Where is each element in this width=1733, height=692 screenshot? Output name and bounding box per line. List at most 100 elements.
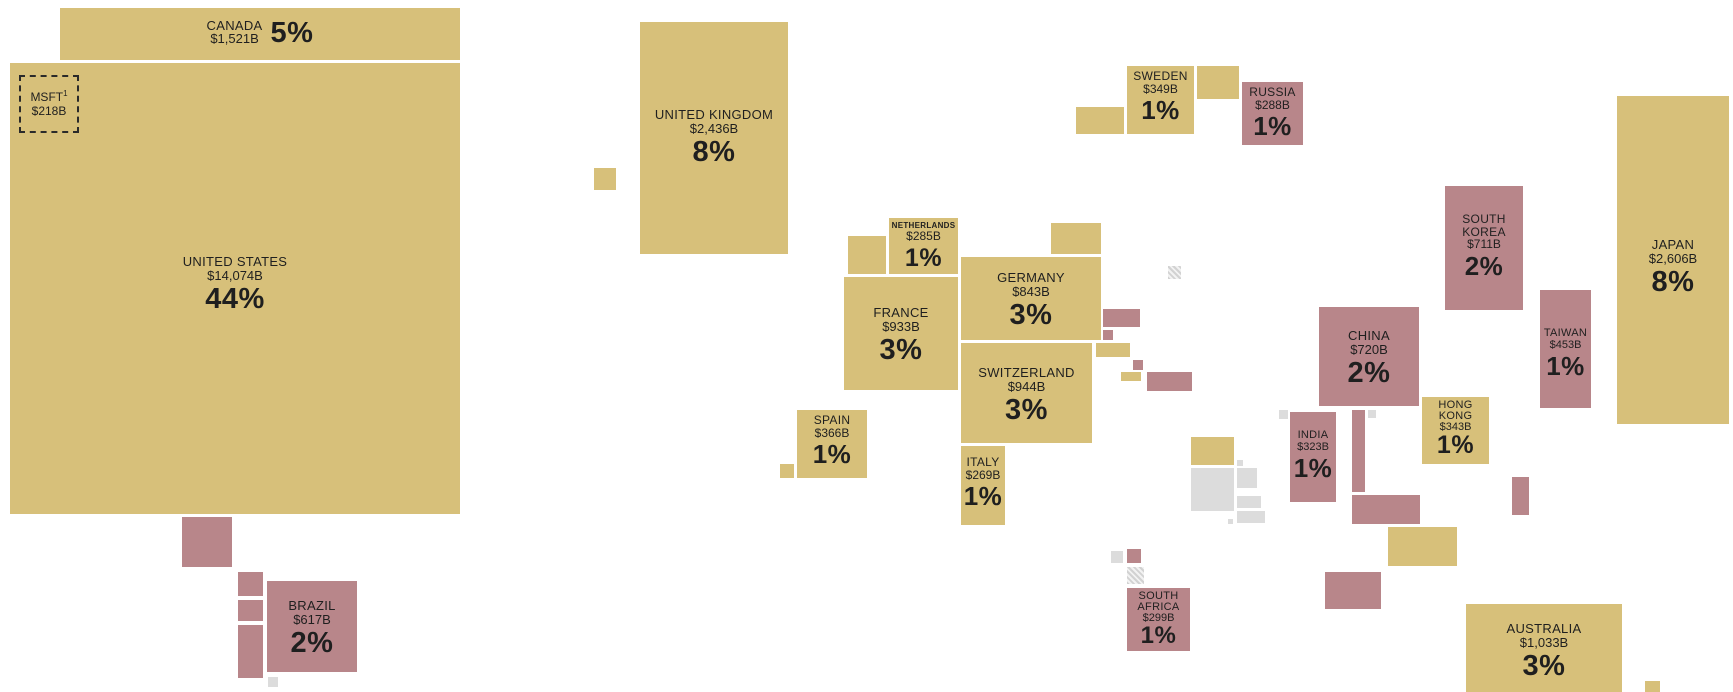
country-share: 2%: [1464, 250, 1504, 281]
country-philippines: [1512, 477, 1529, 515]
country-value: $453B: [1549, 338, 1582, 351]
country-share: 3%: [879, 334, 923, 367]
country-mexico: [182, 517, 232, 567]
country-belgium: [848, 236, 886, 274]
country-finland: [1197, 66, 1239, 99]
country-brazil: BRAZIL $617B 2%: [267, 581, 357, 672]
country-malaysia: [1352, 495, 1420, 524]
country-value: $366B: [814, 425, 850, 440]
country-share: 3%: [1009, 299, 1053, 332]
country-value: $933B: [882, 318, 920, 334]
country-gulf-4: [1237, 460, 1243, 466]
country-share: 1%: [1141, 95, 1180, 126]
country-share: 1%: [963, 481, 1003, 512]
country-value: $299B: [1142, 612, 1175, 624]
country-tiny-latam: [268, 677, 278, 687]
country-canada: CANADA $1,521B 5%: [60, 8, 460, 60]
country-small-latam-3: [238, 625, 263, 678]
country-italy: ITALY $269B 1%: [961, 446, 1005, 525]
country-austria: [1096, 343, 1130, 357]
country-small-latam-1: [238, 572, 263, 596]
country-ireland: [594, 168, 616, 190]
country-value: $269B: [965, 467, 1001, 482]
country-value: $2,436B: [689, 120, 739, 136]
country-share: 1%: [1436, 431, 1475, 459]
country-name: INDIA: [1297, 429, 1329, 441]
country-value: $14,074B: [207, 267, 263, 283]
country-taiwan: TAIWAN $453B 1%: [1540, 290, 1591, 408]
msft-label: MSFT: [30, 90, 64, 105]
country-name: CHINA: [1348, 328, 1390, 343]
country-name-line1: HONG: [1438, 399, 1473, 411]
country-share: 5%: [270, 17, 314, 49]
country-russia: RUSSIA $288B 1%: [1242, 82, 1303, 145]
msft-comparison-box: MSFT1 $218B: [19, 75, 79, 133]
country-netherlands: NETHERLANDS $285B 1%: [889, 218, 958, 274]
country-value: $843B: [1012, 283, 1050, 299]
country-name: SWITZERLAND: [978, 365, 1075, 380]
country-value: $617B: [293, 611, 331, 627]
country-indonesia: [1325, 572, 1381, 609]
country-africa-hatched: [1127, 567, 1144, 584]
country-name: AUSTRALIA: [1506, 621, 1582, 636]
country-name: TAIWAN: [1543, 327, 1588, 339]
country-united-kingdom: UNITED KINGDOM $2,436B 8%: [640, 22, 788, 254]
country-germany: GERMANY $843B 3%: [961, 257, 1101, 340]
country-share: 1%: [1140, 622, 1177, 649]
country-name-line2: KOREA: [1462, 224, 1506, 239]
country-name: FRANCE: [873, 305, 929, 320]
country-value: $285B: [906, 229, 941, 244]
country-name: SPAIN: [813, 413, 851, 427]
country-value: $720B: [1350, 341, 1388, 357]
country-asia-tiny-1: [1279, 410, 1288, 419]
country-gulf-5: [1228, 519, 1233, 524]
country-saudi-arabia: [1191, 468, 1234, 511]
country-turkey: [1147, 372, 1192, 391]
country-share: 8%: [692, 136, 736, 169]
country-denmark: [1051, 223, 1101, 254]
country-japan: JAPAN $2,606B 8%: [1617, 96, 1729, 424]
country-name-line2: AFRICA: [1137, 601, 1180, 613]
country-share: 8%: [1651, 266, 1695, 299]
country-australia: AUSTRALIA $1,033B 3%: [1466, 604, 1622, 692]
country-name: CANADA: [206, 17, 263, 33]
country-name: JAPAN: [1651, 237, 1695, 252]
country-china: CHINA $720B 2%: [1319, 307, 1419, 406]
country-value: $944B: [1007, 378, 1046, 394]
country-spain: SPAIN $366B 1%: [797, 410, 867, 478]
country-share: 1%: [1253, 111, 1292, 142]
country-israel: [1191, 437, 1234, 465]
country-small-ee-3: [1121, 372, 1141, 381]
country-name-line1: SOUTH: [1462, 212, 1506, 226]
country-france: FRANCE $933B 3%: [844, 277, 958, 390]
country-name-line2: KONG: [1438, 410, 1473, 422]
country-value: $343B: [1439, 421, 1472, 433]
country-south-korea: SOUTH KOREA $711B 2%: [1445, 186, 1523, 310]
country-share: 3%: [1522, 650, 1566, 683]
country-share: 44%: [205, 283, 265, 316]
country-singapore: [1388, 527, 1457, 566]
country-name-line1: SOUTH: [1138, 590, 1179, 602]
country-value: $711B: [1467, 237, 1501, 252]
country-share: 2%: [1347, 357, 1391, 390]
country-africa-small-2: [1127, 549, 1141, 563]
country-africa-small-1: [1111, 551, 1123, 563]
country-value: $349B: [1143, 81, 1178, 96]
country-name: RUSSIA: [1249, 85, 1296, 99]
country-sweden: SWEDEN $349B 1%: [1127, 66, 1194, 134]
country-name: UNITED STATES: [182, 254, 288, 269]
country-poland: [1103, 309, 1140, 327]
country-asia-tiny-2: [1368, 410, 1376, 418]
country-share: 1%: [1293, 453, 1333, 484]
country-gulf-3: [1237, 511, 1265, 523]
country-share: 1%: [904, 243, 943, 272]
msft-footnote: 1: [63, 89, 68, 99]
country-new-zealand: [1645, 681, 1660, 692]
country-small-ee-1: [1103, 330, 1113, 340]
country-value: $1,521B: [210, 31, 259, 47]
country-value: $323B: [1297, 440, 1329, 453]
country-name: SWEDEN: [1133, 69, 1188, 83]
country-hatched-small: [1168, 266, 1181, 279]
country-name: UNITED KINGDOM: [654, 107, 774, 122]
